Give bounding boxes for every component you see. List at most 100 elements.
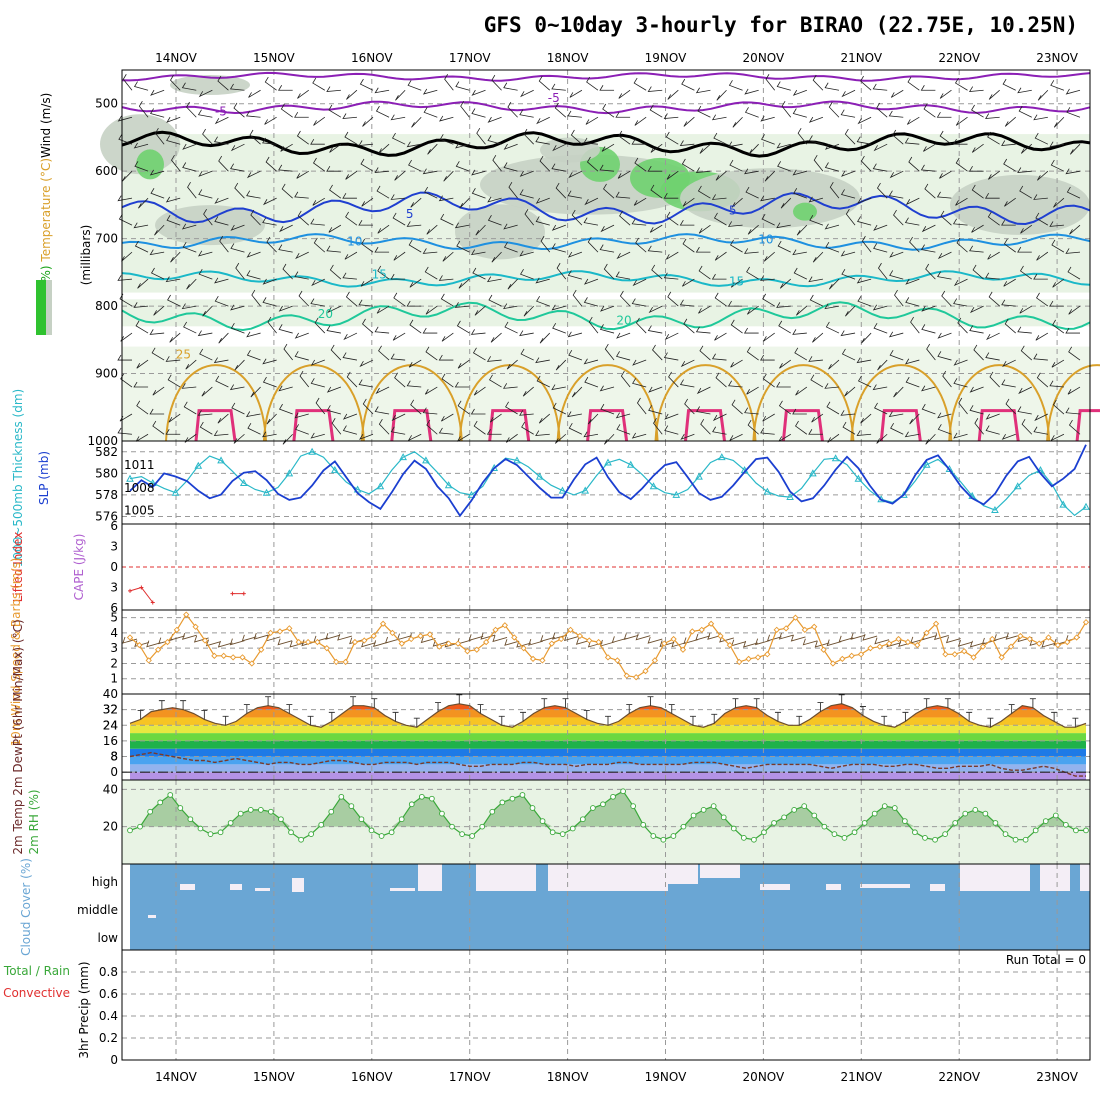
rh-shading-layer [950, 174, 1090, 235]
wind-barb [422, 327, 438, 334]
wind10m-point [886, 640, 893, 647]
wind-barb [588, 316, 599, 334]
wind-barb [245, 411, 261, 418]
cloud-gap [760, 884, 790, 890]
wind-barb [650, 184, 663, 199]
wind-barb [455, 161, 470, 172]
wind-barb [971, 104, 984, 118]
rh2m-point [680, 823, 687, 830]
wind-barb [250, 209, 261, 226]
wind-barb [376, 185, 390, 199]
wind-barb [985, 413, 1000, 420]
wind-barb [841, 170, 856, 177]
wind-barb [664, 425, 679, 435]
wind10m-point [839, 655, 846, 663]
wind-barb [507, 278, 518, 290]
wind-barb [136, 400, 149, 415]
pressure-tick-label: 700 [95, 232, 118, 246]
wind-barb [744, 168, 759, 175]
wind-barb [358, 379, 374, 388]
wind-barb [955, 116, 968, 126]
wind-barb [711, 194, 727, 200]
wind-barb [1069, 224, 1081, 235]
wind-barb [713, 212, 727, 226]
wind10m-point [295, 638, 302, 646]
wind-barb [262, 278, 277, 285]
wind-barb [329, 184, 342, 199]
wind-barb [454, 222, 470, 229]
wind-barb [278, 403, 293, 415]
wind-barb [808, 196, 824, 203]
cloud-gap [476, 864, 536, 891]
wind10m-point [848, 652, 855, 659]
wind-barb [551, 384, 566, 391]
wind-barb [715, 170, 727, 181]
temp-minmax-bar [265, 696, 272, 706]
wind-barb [471, 89, 486, 96]
wind10m-point [192, 623, 199, 630]
wind-barb [812, 74, 824, 91]
wind-barb [346, 371, 358, 388]
upper-air-ylabel: RH (%) Temperature (°C)Wind (m/s) [39, 93, 53, 308]
wind-barb [682, 278, 695, 287]
wind-barb [361, 197, 374, 207]
wind-barb [679, 379, 695, 388]
wind-barb [343, 332, 358, 341]
rh2m-point [177, 805, 184, 811]
temp-minmax-bar [1008, 704, 1015, 714]
rh2m-point [972, 807, 979, 813]
wind-barb [794, 347, 808, 361]
wind-barb [1033, 426, 1048, 435]
wind-barb [1018, 386, 1032, 395]
wind-barb [181, 82, 197, 91]
rh2m-point [418, 793, 425, 800]
wind-barb [760, 115, 775, 122]
wind-barb [936, 112, 952, 118]
wind-barb [683, 116, 695, 127]
wind-barb [796, 305, 808, 316]
wind-barb [890, 89, 904, 98]
wind-barb [393, 251, 406, 261]
wind-barb [679, 299, 695, 307]
wind10m-point [492, 626, 499, 633]
wind-barb [1065, 248, 1081, 254]
wind10m-point [1054, 641, 1062, 649]
wind10m-ylabel-part: 10m Wind Speed & Barbs (m/s) [9, 558, 23, 747]
wind-barb [956, 237, 968, 253]
wind-barb [857, 295, 872, 307]
wind-barb [134, 240, 149, 253]
wind-barb [327, 305, 342, 314]
thickness-point [285, 469, 294, 477]
precip-ylabel-part: 3hr Precip (mm) [77, 961, 91, 1058]
wind-barb [601, 143, 615, 152]
wind-barb [925, 263, 936, 280]
wind-barb [438, 354, 454, 361]
wind-barb [185, 359, 197, 370]
rh2m-point [439, 810, 445, 817]
wind-barb [840, 410, 856, 416]
wind10m-point [567, 626, 574, 633]
wind-barb [1017, 406, 1032, 415]
wind-barb [731, 399, 743, 415]
wind-barb [1036, 372, 1049, 388]
wind-barb [923, 143, 936, 152]
wind-barb [422, 88, 438, 95]
wind10m-point [764, 651, 771, 658]
rh-shading-layer [136, 149, 164, 180]
wind-barb [535, 357, 550, 364]
wind-barb [133, 302, 149, 308]
wind10m-point [1036, 640, 1043, 647]
wind-barb [888, 331, 904, 338]
wind-barb [217, 413, 229, 424]
wind-barb [486, 356, 502, 362]
wind-barb [680, 433, 695, 440]
wind-barb [1065, 407, 1081, 415]
wind10m-barb [683, 637, 699, 645]
wind-barb [905, 297, 920, 307]
wind10m-barb [325, 633, 341, 640]
cloud-gap [1080, 864, 1090, 891]
rh2m-point [368, 827, 375, 834]
wind-barb [1021, 418, 1033, 435]
wind-barb [248, 89, 261, 98]
